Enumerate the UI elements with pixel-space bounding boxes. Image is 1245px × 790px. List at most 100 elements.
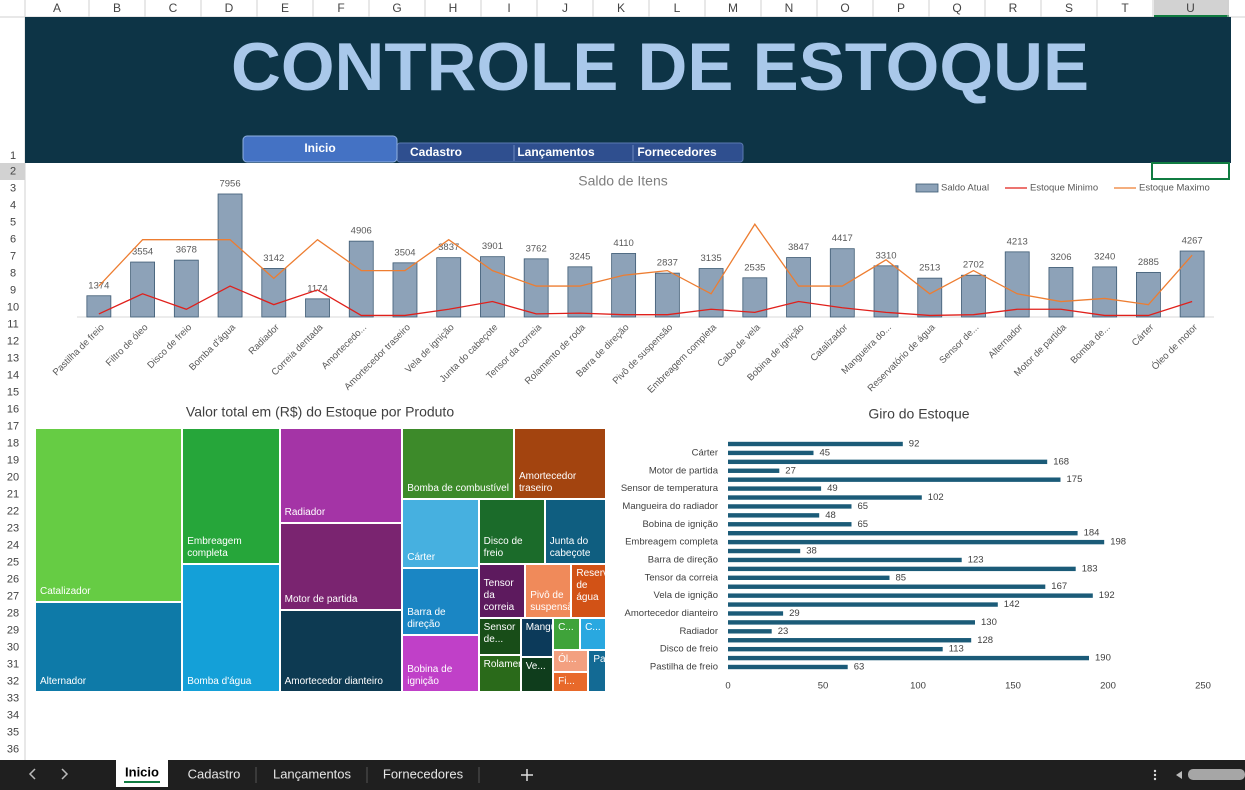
x-tick-label: 100 xyxy=(910,681,926,692)
tab-scroll-right[interactable] xyxy=(61,768,69,780)
data-label: 65 xyxy=(858,519,869,530)
add-sheet[interactable] xyxy=(521,769,533,781)
data-label: 48 xyxy=(825,510,836,521)
bar xyxy=(392,262,418,318)
treemap-tile: Embreagem completa xyxy=(183,429,279,563)
treemap-tile: Barra de direção xyxy=(403,568,478,634)
row-header: 14 xyxy=(7,369,19,381)
row-header: 31 xyxy=(7,658,19,670)
row-header: 16 xyxy=(7,403,19,415)
treemap-label: Disco de freio xyxy=(483,536,523,560)
x-tick-label: 150 xyxy=(1005,681,1021,692)
legend-label: Estoque Minimo xyxy=(1030,183,1098,194)
treemap-label: C... xyxy=(585,622,601,634)
sheet-tab[interactable]: Cadastro xyxy=(188,766,241,781)
data-label: 128 xyxy=(977,635,993,646)
hscroll-left[interactable] xyxy=(1176,771,1182,779)
nav-button-label[interactable]: Lançamentos xyxy=(517,145,595,159)
row-header: 6 xyxy=(10,233,16,245)
more-menu[interactable] xyxy=(1153,769,1157,781)
treemap-tile: Bobina de ignição xyxy=(403,635,478,691)
data-label: 190 xyxy=(1095,653,1111,664)
tab-bar xyxy=(0,760,1245,790)
column-header: I xyxy=(507,1,510,15)
bar xyxy=(917,277,943,318)
column-header: P xyxy=(897,1,905,15)
bar xyxy=(786,257,811,318)
row-header: 11 xyxy=(7,318,18,330)
bar xyxy=(261,268,287,318)
column-header: K xyxy=(617,1,625,15)
row-header: 29 xyxy=(7,624,19,636)
bar xyxy=(728,441,903,447)
tab-scroll-left[interactable] xyxy=(28,768,36,780)
row-header: 19 xyxy=(7,454,19,466)
row-header: 33 xyxy=(7,692,19,704)
treemap-label: Tensor da correia xyxy=(483,578,515,614)
data-label: 2885 xyxy=(1138,257,1159,268)
legend-label: Saldo Atual xyxy=(941,183,989,194)
nav-button-label[interactable]: Inicio xyxy=(304,141,335,155)
row-header: 9 xyxy=(10,284,16,296)
bar xyxy=(173,259,199,318)
row-header: 32 xyxy=(7,675,19,687)
bar xyxy=(728,575,890,580)
row-header: 25 xyxy=(7,556,19,568)
y-tick-label: Motor de partida xyxy=(649,465,719,476)
bar xyxy=(728,602,998,607)
nav-button-active[interactable] xyxy=(242,135,398,163)
treemap-tile: Reservatório de água xyxy=(572,565,605,618)
sheet-tab[interactable]: Fornecedores xyxy=(383,766,464,781)
treemap-label: Bomba de combustível xyxy=(407,483,509,495)
bar xyxy=(1092,266,1118,318)
treemap-label: C... xyxy=(558,622,574,634)
y-tick-label: Radiador xyxy=(679,626,718,637)
treemap-tile: C... xyxy=(554,619,580,650)
hscroll-thumb[interactable] xyxy=(1188,769,1245,780)
row-header: 15 xyxy=(7,386,19,398)
column-header: N xyxy=(785,1,794,15)
bar xyxy=(348,240,374,318)
chart-title: Valor total em (R$) do Estoque por Produ… xyxy=(186,404,454,420)
row-header: 35 xyxy=(7,726,19,738)
data-label: 65 xyxy=(858,501,869,512)
treemap-tile: Ve... xyxy=(521,657,553,691)
row-header: 17 xyxy=(7,420,19,432)
bar xyxy=(728,655,1089,661)
y-tick-label: Cárter xyxy=(692,447,718,458)
nav-button-label[interactable]: Fornecedores xyxy=(637,145,717,159)
data-label: 4267 xyxy=(1182,236,1203,247)
data-label: 49 xyxy=(827,483,838,494)
bar xyxy=(728,495,922,500)
row-header: 28 xyxy=(7,607,19,619)
sheet-tab[interactable]: Inicio xyxy=(125,764,159,779)
data-label: 3504 xyxy=(394,247,415,258)
treemap-tile: Cárter xyxy=(403,500,478,567)
column-header: J xyxy=(562,1,568,15)
y-tick-label: Barra de direção xyxy=(648,554,718,565)
data-label: 3245 xyxy=(569,251,590,262)
bar xyxy=(961,274,986,318)
treemap-tile: Pa xyxy=(589,651,605,691)
row-header: 30 xyxy=(7,641,19,653)
bar xyxy=(728,477,1061,482)
data-label: 2513 xyxy=(919,263,940,274)
selected-row-header xyxy=(0,163,25,180)
treemap-tile: Sensor de... xyxy=(479,619,520,655)
legend-label: Estoque Maximo xyxy=(1139,183,1210,194)
treemap-label: Rolamento... xyxy=(483,659,520,671)
bar xyxy=(1004,251,1030,318)
banner xyxy=(25,17,1231,163)
bar xyxy=(728,539,1105,545)
data-label: 2702 xyxy=(963,260,984,271)
row-header: 27 xyxy=(7,590,19,602)
nav-button-label[interactable]: Cadastro xyxy=(410,145,462,159)
bar xyxy=(436,257,462,318)
data-label: 184 xyxy=(1084,528,1100,539)
column-header: E xyxy=(281,1,289,15)
bar xyxy=(728,584,1046,589)
data-label: 3762 xyxy=(526,243,547,254)
data-label: 2535 xyxy=(744,262,765,273)
sheet-tab[interactable]: Lançamentos xyxy=(273,766,352,781)
